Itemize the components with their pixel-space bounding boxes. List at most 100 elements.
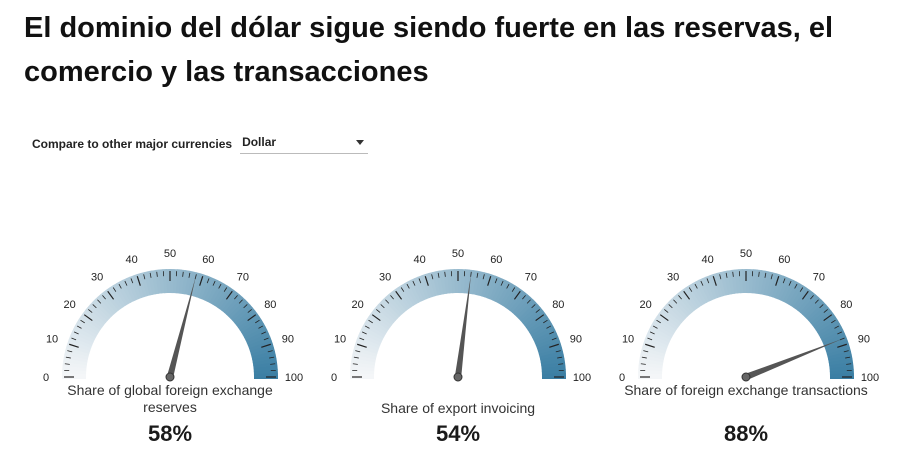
gauge-band-segment	[136, 273, 148, 298]
gauge-band-segment	[370, 310, 393, 328]
gauge-band-segment	[72, 325, 97, 341]
gauge-band-segment	[540, 358, 566, 366]
gauge-band-segment	[206, 279, 222, 304]
gauge-band-segment	[829, 361, 854, 369]
gauge-value: 54%	[435, 421, 481, 446]
gauge-band-segment	[223, 294, 243, 315]
gauge-tick	[65, 356, 71, 359]
gauge-tick	[156, 271, 158, 277]
gauge-band-segment	[143, 271, 153, 296]
gauge-band-segment	[538, 347, 563, 358]
gauge-band-segment	[126, 276, 139, 301]
gauge-tick-label: 30	[667, 272, 679, 284]
gauge-band-segment	[71, 329, 95, 343]
gauge-tick	[400, 287, 405, 292]
gauge-band-segment	[428, 272, 439, 297]
gauge-band-segment	[766, 272, 777, 297]
gauge-band-segment	[442, 269, 450, 294]
gauge-band-segment	[190, 272, 201, 297]
gauge-band-segment	[536, 340, 561, 352]
gauge-band-segment	[350, 365, 375, 372]
gauge-band-segment	[404, 281, 419, 305]
gauge-tick	[494, 278, 498, 284]
gauge-band-segment	[522, 307, 544, 326]
gauge-tick	[810, 295, 814, 300]
gauge-band-segment	[685, 285, 702, 308]
gauge-band-segment	[421, 274, 433, 299]
gauge-band-segment	[195, 274, 208, 299]
gauge-band-segment	[478, 272, 489, 297]
gauge-band-segment	[818, 323, 842, 338]
gauge-tick	[188, 272, 191, 278]
gauge-tick	[385, 299, 390, 304]
gauge-band-segment	[790, 285, 807, 308]
gauge-band-segment	[829, 373, 854, 377]
gauge-band-segment	[483, 274, 496, 299]
gauge-tick	[118, 283, 122, 289]
gauge-tick	[102, 295, 106, 300]
gauge-tick	[799, 287, 804, 292]
currency-dropdown[interactable]: Dollar	[240, 133, 369, 154]
gauge-tick	[112, 287, 117, 292]
gauge-tick	[238, 299, 243, 304]
gauge-tick	[764, 272, 767, 278]
gauge-tick-label: 80	[840, 299, 852, 311]
gauge-tick	[371, 314, 381, 322]
gauge-band-segment	[375, 304, 396, 324]
gauge-tick	[668, 304, 673, 309]
gauge-tick	[645, 343, 655, 348]
gauge-band-segment	[648, 325, 673, 341]
gauge-band-segment	[532, 326, 556, 341]
gauge-band-segment	[799, 294, 819, 315]
gauge-tick	[380, 304, 385, 309]
gauge-tick	[364, 325, 370, 329]
gauge-tick	[506, 283, 510, 289]
gauge-tick	[212, 280, 216, 286]
gauge-band-segment	[216, 287, 234, 310]
gauge-tick-label: 0	[43, 372, 49, 384]
gauge-tick-label: 90	[858, 334, 870, 346]
gauge-tick	[647, 337, 653, 341]
gauge-tick-label: 70	[813, 272, 825, 284]
gauge-tick-label: 50	[740, 248, 752, 260]
gauge-tick-label: 30	[91, 272, 103, 284]
gauge-needle-hub	[741, 372, 751, 382]
gauge-band-segment	[469, 270, 478, 295]
gauge-tick	[424, 276, 429, 286]
gauge-tick	[719, 274, 722, 280]
gauge-band-segment	[248, 340, 273, 352]
gauge-tick-label: 60	[778, 254, 790, 266]
gauge-band-segment	[824, 340, 849, 352]
gauge-tick-label: 30	[379, 272, 391, 284]
gauge-band-segment	[364, 319, 387, 335]
gauge-tick	[130, 278, 134, 284]
gauge-tick	[649, 331, 655, 335]
gauge-tick-label: 0	[331, 372, 337, 384]
gauge-tick	[535, 309, 540, 313]
gauge-band-segment	[541, 373, 566, 377]
gauge-band-segment	[252, 354, 277, 363]
gauge-base-left	[62, 377, 86, 379]
gauge-tick	[843, 350, 849, 353]
compare-label: Compare to other major currencies	[32, 136, 233, 151]
gauge-band-segment	[391, 289, 409, 311]
gauge-band-segment	[69, 332, 94, 346]
gauge-tick	[255, 319, 260, 324]
gauge-tick	[69, 343, 79, 348]
gauge-tick	[688, 287, 693, 292]
gauge-needle	[744, 338, 843, 380]
gauge-tick-label: 70	[237, 272, 249, 284]
gauge-tick	[706, 278, 710, 284]
gauge-tick	[814, 299, 819, 304]
gauge-band-segment	[780, 278, 794, 302]
gauge-tick-label: 100	[285, 372, 303, 384]
gauge-band-segment	[516, 299, 537, 319]
gauge-tick	[725, 272, 728, 278]
gauge-band-segment	[813, 313, 836, 331]
chevron-down-icon	[356, 139, 365, 145]
gauge-tick-label: 80	[264, 299, 276, 311]
gauge-tick-label: 90	[282, 334, 294, 346]
gauge-band-segment	[782, 279, 798, 304]
gauge-band-segment	[492, 278, 506, 302]
gauge-band-segment	[712, 273, 724, 298]
